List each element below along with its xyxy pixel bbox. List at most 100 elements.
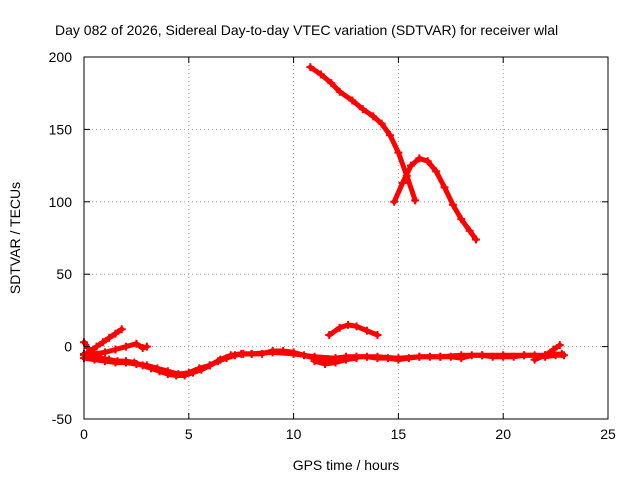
data-point-marker — [373, 352, 382, 361]
data-point-marker — [247, 349, 256, 358]
data-point-marker — [130, 358, 139, 367]
y-tick-label: -50 — [52, 411, 72, 427]
data-point-marker — [335, 87, 344, 96]
data-point-marker — [105, 355, 114, 364]
data-point-marker — [557, 349, 566, 358]
x-axis-label: GPS time / hours — [293, 457, 400, 473]
series-arc-high-descending — [306, 63, 420, 205]
data-point-marker — [344, 320, 353, 329]
data-point-marker — [239, 349, 248, 358]
axis-ticks — [83, 56, 609, 420]
data-point-marker — [499, 351, 508, 360]
data-point-marker — [172, 371, 181, 380]
data-point-marker — [423, 157, 432, 166]
data-point-marker — [289, 349, 298, 358]
data-point-marker — [373, 331, 382, 340]
data-point-marker — [415, 154, 424, 163]
data-point-marker — [163, 370, 172, 379]
plot-frame — [83, 56, 609, 420]
series-arc-low-2 — [80, 348, 566, 380]
data-point-marker — [377, 119, 386, 128]
data-point-marker — [331, 358, 340, 367]
data-point-marker — [197, 365, 206, 374]
y-tick-label: 150 — [49, 121, 73, 137]
data-point-marker — [465, 226, 474, 235]
data-point-marker — [394, 354, 403, 363]
data-point-marker — [84, 344, 93, 353]
data-point-marker — [457, 351, 466, 360]
data-point-marker — [352, 322, 361, 331]
data-point-marker — [155, 367, 164, 376]
data-point-marker — [342, 355, 350, 364]
data-point-marker — [530, 355, 539, 364]
x-tick-label: 10 — [286, 426, 302, 442]
data-point-marker — [325, 331, 334, 340]
data-point-marker — [335, 323, 344, 332]
y-axis-label: SDTVAR / TECUs — [7, 182, 23, 294]
data-point-marker — [138, 344, 147, 353]
data-point-marker — [406, 161, 415, 170]
data-point-marker — [352, 354, 361, 363]
data-point-marker — [549, 345, 558, 354]
data-point-marker — [205, 361, 214, 370]
x-tick-labels: 0 5 10 15 20 25 — [80, 426, 616, 442]
y-tick-label: 0 — [64, 339, 72, 355]
series-arc-high-rising — [390, 154, 480, 244]
data-point-marker — [310, 357, 319, 366]
y-tick-label: 100 — [49, 194, 73, 210]
data-point-marker — [180, 371, 189, 380]
data-point-marker — [306, 63, 315, 72]
data-point-marker — [230, 351, 239, 360]
data-point-marker — [362, 326, 371, 335]
data-point-marker — [436, 352, 445, 361]
chart-title: Day 082 of 2026, Sidereal Day-to-day VTE… — [55, 22, 558, 38]
data-point-marker — [100, 348, 109, 357]
data-point-marker — [147, 364, 156, 373]
data-point-marker — [188, 368, 197, 377]
data-point-marker — [448, 200, 457, 209]
data-point-marker — [88, 349, 97, 358]
series-arc-late — [530, 341, 564, 364]
data-point-marker — [105, 333, 114, 342]
data-point-marker — [214, 357, 223, 366]
data-point-marker — [111, 329, 120, 338]
series-arc-wobble — [310, 354, 361, 368]
data-point-marker — [457, 215, 466, 224]
y-tick-label: 50 — [56, 266, 72, 282]
series-arc-mid — [325, 320, 382, 340]
data-point-marker — [471, 235, 480, 244]
data-point-marker — [113, 357, 122, 366]
data-point-marker — [121, 342, 130, 351]
data-point-marker — [132, 339, 141, 348]
data-point-marker — [478, 351, 487, 360]
data-point-marker — [321, 359, 330, 368]
x-tick-label: 15 — [391, 426, 407, 442]
data-point-marker — [327, 79, 336, 88]
data-point-marker — [415, 352, 424, 361]
data-point-marker — [398, 178, 407, 187]
data-point-marker — [411, 196, 420, 205]
data-point-marker — [369, 112, 378, 121]
data-point-marker — [316, 70, 325, 79]
data-point-marker — [268, 348, 277, 357]
data-point-marker — [92, 342, 101, 351]
x-tick-label: 20 — [495, 426, 511, 442]
data-point-marker — [520, 351, 529, 360]
series-line — [532, 342, 563, 363]
data-point-marker — [390, 197, 399, 206]
data-point-marker — [394, 148, 403, 157]
data-point-marker — [111, 345, 120, 354]
data-point-marker — [98, 338, 107, 347]
data-point-marker — [96, 354, 105, 363]
series-arc-early-2 — [90, 339, 151, 358]
data-point-marker — [358, 105, 367, 114]
data-point-marker — [121, 357, 130, 366]
data-point-marker — [386, 131, 395, 140]
data-point-marker — [117, 325, 126, 334]
x-tick-label: 25 — [600, 426, 616, 442]
data-point-marker — [138, 361, 147, 370]
x-tick-label: 0 — [80, 426, 88, 442]
data-point-marker — [541, 351, 550, 360]
data-series-layer — [80, 63, 568, 380]
